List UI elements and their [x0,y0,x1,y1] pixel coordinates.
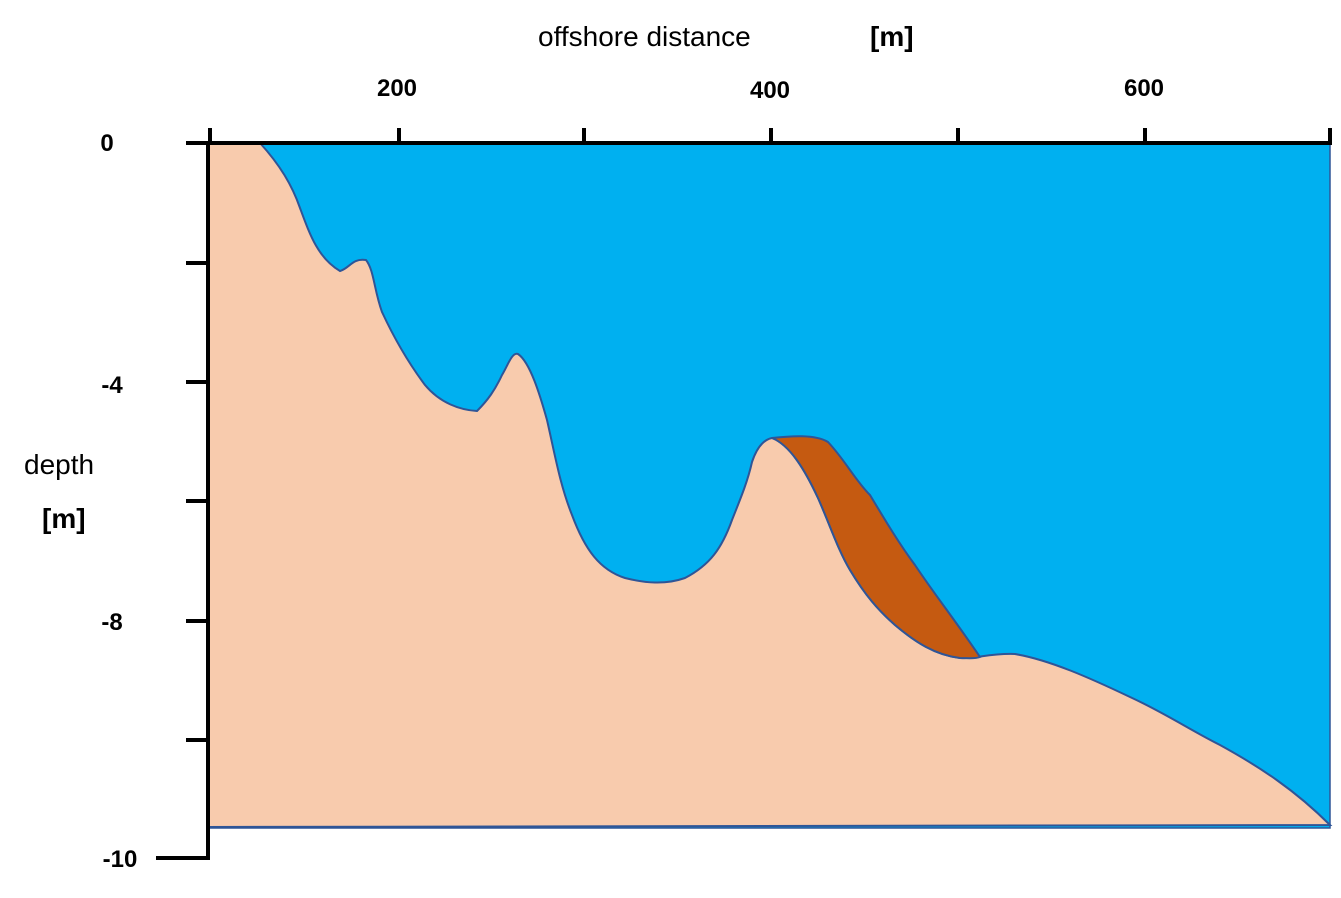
y-tick-label: 0 [100,130,113,157]
x-axis [186,128,1332,145]
x-tick-label: 600 [1124,75,1164,102]
sediment-deposit [771,435,982,660]
x-tick-label: 400 [750,77,790,104]
x-tick-label: 200 [377,75,417,102]
y-tick-label: -10 [103,846,138,873]
x-axis-title: offshore distance [538,21,751,52]
y-axis [156,141,210,860]
seabed-region [205,142,1333,829]
y-tick-label: -4 [101,372,123,399]
x-axis-unit: [m] [870,21,914,52]
y-axis-title: depth [24,449,94,480]
y-axis-unit: [m] [42,503,86,534]
y-tick-label: -8 [101,609,122,636]
